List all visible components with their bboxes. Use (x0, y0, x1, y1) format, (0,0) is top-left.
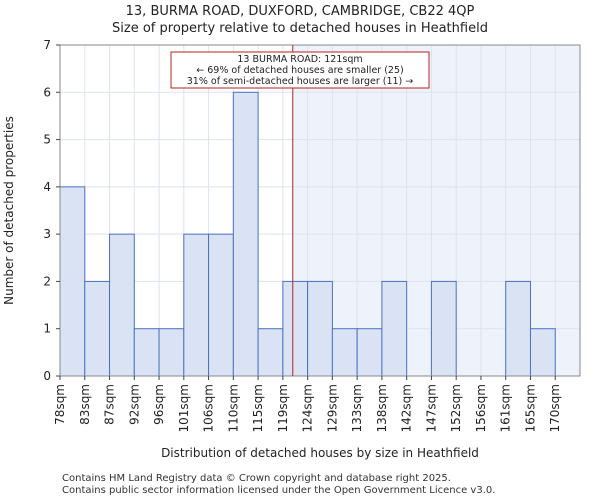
y-tick-label: 2 (43, 274, 51, 288)
y-tick-label: 0 (43, 369, 51, 383)
bar (109, 233, 135, 377)
annotation-line: 13 BURMA ROAD: 121sqm (237, 54, 362, 65)
y-tick-label: 5 (43, 133, 51, 147)
x-tick-label: 161sqm (499, 384, 513, 432)
bar (59, 186, 86, 377)
y-axis-label: Number of detached properties (2, 116, 16, 305)
x-tick-label: 152sqm (449, 384, 463, 432)
annotation-line: 31% of semi-detached houses are larger (… (187, 76, 414, 87)
y-tick-label: 7 (43, 38, 51, 52)
x-tick-label: 138sqm (375, 384, 389, 432)
bar (356, 328, 383, 377)
bar (183, 233, 210, 377)
y-tick-label: 4 (43, 180, 51, 194)
x-tick-label: 106sqm (202, 384, 216, 432)
x-tick-label: 156sqm (474, 384, 488, 432)
x-tick-label: 115sqm (251, 384, 265, 432)
y-tick-label: 3 (43, 227, 51, 241)
x-tick-label: 87sqm (103, 384, 117, 425)
bar (381, 280, 408, 377)
bar (133, 328, 160, 377)
bar (331, 328, 358, 377)
x-tick-label: 92sqm (127, 384, 141, 425)
x-tick-label: 133sqm (350, 384, 364, 432)
bar (282, 280, 309, 377)
y-tick-label: 1 (43, 322, 51, 336)
x-tick-label: 147sqm (424, 384, 438, 432)
x-tick-label: 110sqm (226, 384, 240, 432)
bar (208, 233, 234, 377)
annotation-line: ← 69% of detached houses are smaller (25… (196, 65, 403, 76)
annotation-box (170, 51, 430, 89)
x-tick-label: 129sqm (325, 384, 339, 432)
chart-title: 13, BURMA ROAD, DUXFORD, CAMBRIDGE, CB22… (125, 4, 475, 19)
bar (158, 328, 185, 377)
x-tick-label: 170sqm (548, 384, 562, 432)
x-tick-label: 78sqm (53, 384, 67, 425)
x-tick-label: 101sqm (177, 384, 191, 432)
x-axis-label: Distribution of detached houses by size … (161, 446, 479, 460)
bar (257, 328, 284, 377)
chart-subtitle: Size of property relative to detached ho… (112, 21, 488, 36)
plot-frame (59, 44, 581, 377)
bar (430, 280, 457, 377)
bar (307, 280, 333, 377)
bar (232, 91, 259, 377)
x-tick-label: 96sqm (152, 384, 166, 425)
x-tick-label: 119sqm (276, 384, 290, 432)
x-tick-label: 142sqm (400, 384, 414, 432)
x-tick-label: 83sqm (78, 384, 92, 425)
bar (505, 280, 531, 377)
footer-line-2: Contains public sector information licen… (62, 485, 496, 496)
bar (84, 280, 111, 377)
footer-line-1: Contains HM Land Registry data © Crown c… (62, 473, 451, 484)
x-tick-label: 124sqm (301, 384, 315, 432)
x-tick-label: 165sqm (523, 384, 537, 432)
bar (529, 328, 556, 377)
y-tick-label: 6 (43, 85, 51, 99)
